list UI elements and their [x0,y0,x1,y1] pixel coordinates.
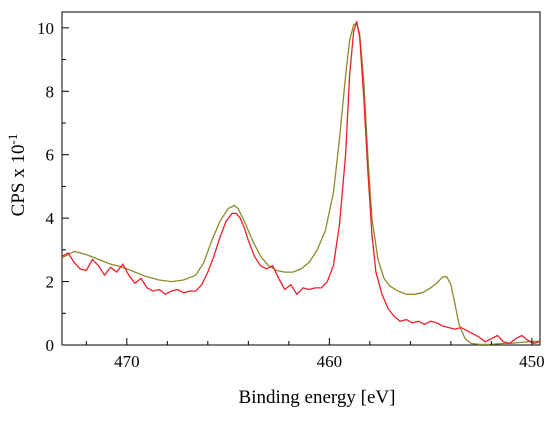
y-axis-label-main: CPS x 10 [8,145,29,217]
x-tick-label: 470 [114,352,140,371]
series-layer [61,20,541,346]
y-tick-label: 10 [37,19,54,38]
y-tick-label: 2 [46,273,55,292]
x-tick-label: 460 [317,352,343,371]
y-tick-label: 4 [46,209,55,228]
series-line-1 [61,22,541,346]
y-axis-ticks: 0 2 4 6 8 10 [37,19,69,355]
y-tick-label: 6 [46,146,55,165]
y-axis-label: CPS x 10-1 [5,134,29,217]
series-line-2 [61,20,541,345]
x-tick-label: 450 [519,352,545,371]
y-axis-label-superscript: -1 [5,134,20,145]
y-tick-label: 0 [46,336,55,355]
plot-frame [61,11,541,346]
y-tick-label: 8 [46,82,55,101]
x-axis-ticks: 470 460 450 [85,338,545,371]
x-axis-label: Binding energy [eV] [239,387,396,408]
